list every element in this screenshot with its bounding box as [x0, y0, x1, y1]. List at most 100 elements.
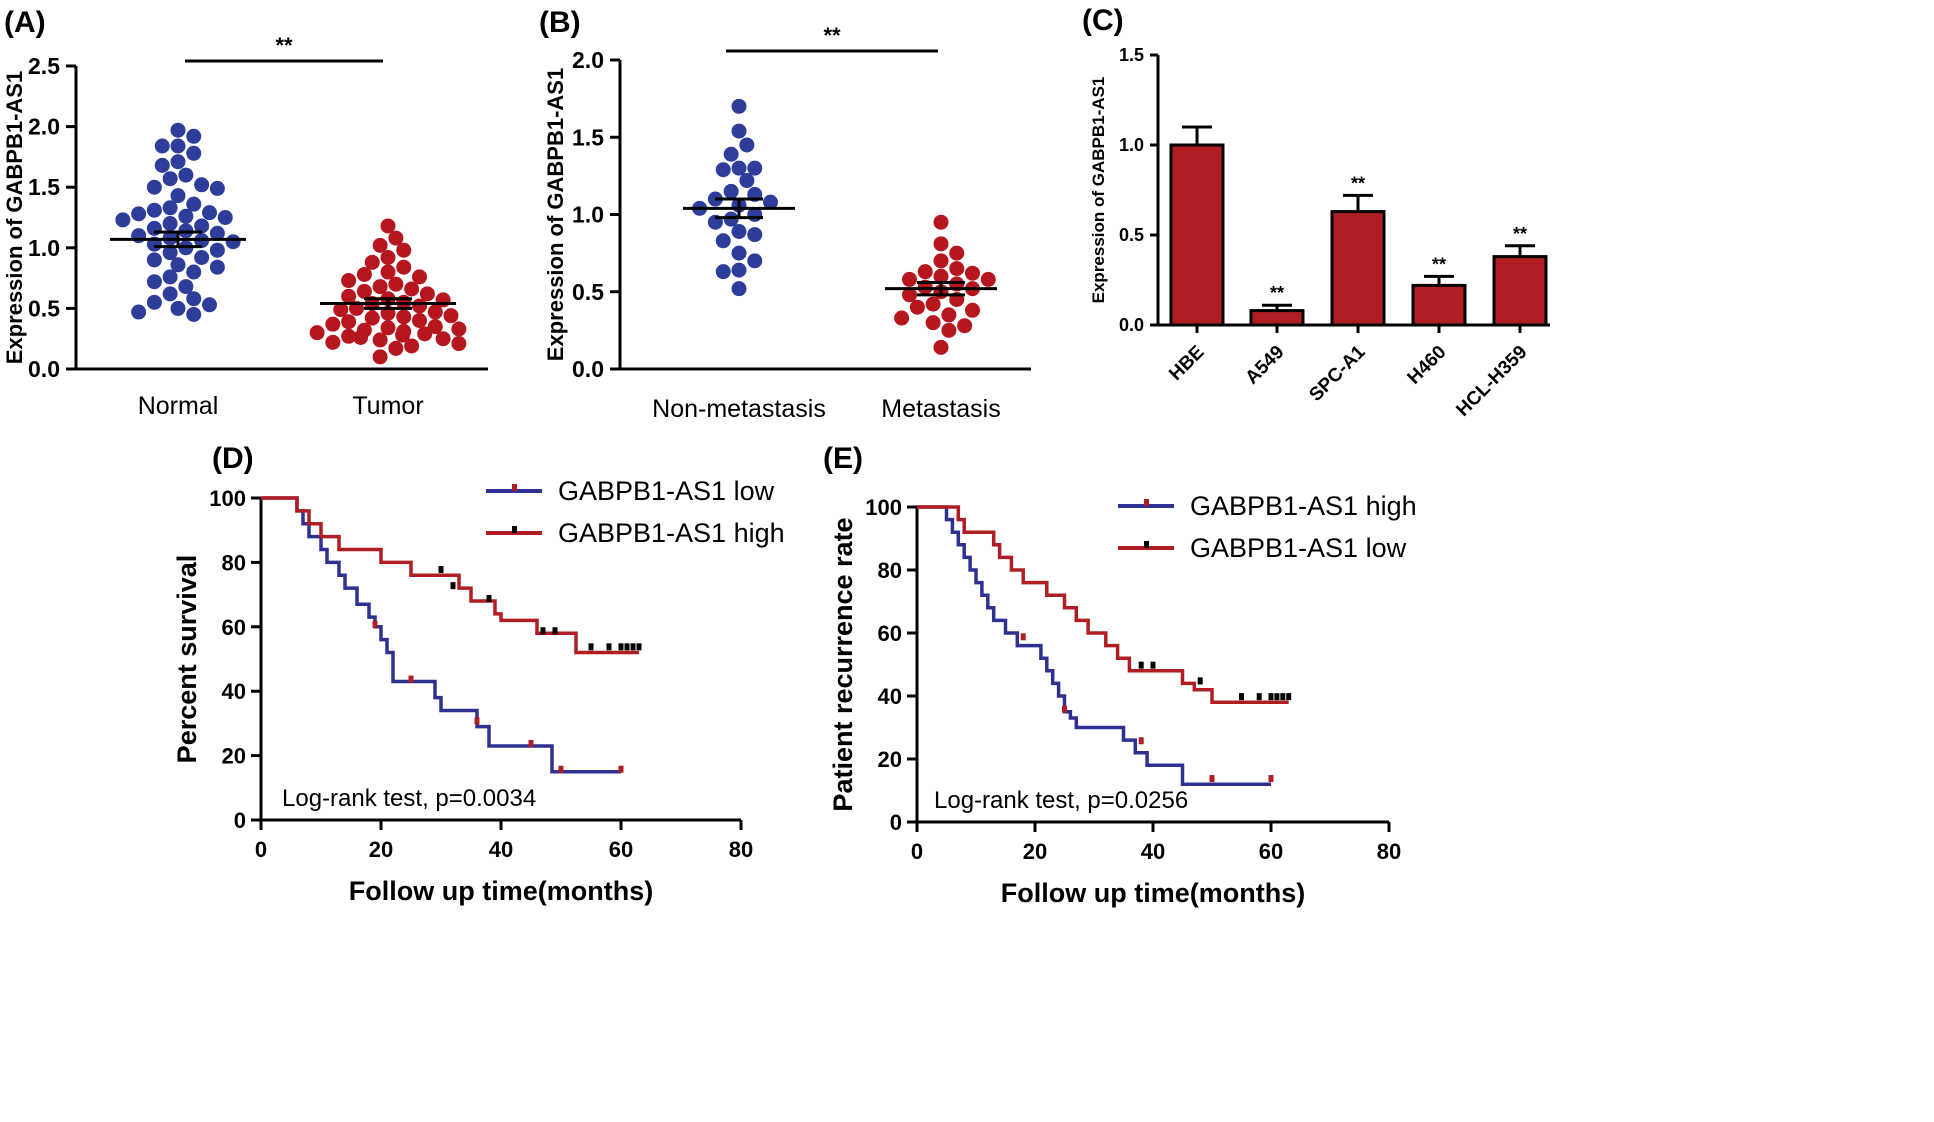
data-point — [396, 260, 411, 275]
y-tick-label: 0.5 — [572, 279, 604, 305]
legend-censor-mark — [512, 484, 517, 491]
y-tick-label: 20 — [878, 747, 902, 772]
data-point — [724, 147, 739, 162]
y-tick-label: 40 — [222, 679, 246, 704]
censor-mark — [1269, 775, 1274, 782]
data-point — [388, 277, 403, 292]
x-tick-label: 40 — [489, 837, 513, 862]
censor-mark — [1198, 677, 1203, 684]
x-tick-label: 80 — [1377, 839, 1401, 864]
data-point — [965, 266, 980, 281]
y-tick-label: 0 — [234, 808, 246, 833]
data-point — [732, 246, 747, 261]
y-tick-label: 60 — [878, 621, 902, 646]
data-point — [131, 206, 146, 221]
x-axis-label: Follow up time(months) — [349, 876, 653, 906]
significance-marker: ** — [1351, 173, 1365, 193]
panel-b-scatter: (B) 0.0 0.5 1.0 1.5 2.0Expression of GABPB1-A… — [539, 6, 1031, 423]
y-tick-label: 80 — [878, 558, 902, 583]
data-point — [310, 325, 325, 340]
data-point — [732, 224, 747, 239]
data-point — [131, 305, 146, 320]
data-point — [210, 243, 225, 258]
x-category-label: SPC-A1 — [1305, 341, 1369, 405]
data-point — [918, 264, 933, 279]
data-point — [910, 300, 925, 315]
censor-mark — [1139, 737, 1144, 744]
panel-label: (E) — [823, 442, 863, 475]
y-tick-label: 2.0 — [28, 114, 60, 140]
x-category-label: Non-metastasis — [652, 395, 826, 423]
y-tick-label: 0.0 — [572, 356, 604, 382]
x-category-label: Metastasis — [881, 395, 1000, 423]
censor-mark — [1286, 693, 1291, 700]
censor-mark — [625, 643, 630, 650]
data-point — [178, 209, 193, 224]
data-point — [202, 205, 217, 220]
x-category-label: A549 — [1242, 342, 1289, 389]
significance-marker: ** — [823, 23, 841, 48]
y-tick-label: 0.5 — [28, 295, 60, 321]
legend-label: GABPB1-AS1 low — [1190, 533, 1407, 563]
data-point — [957, 318, 972, 333]
data-point — [155, 158, 170, 173]
data-point — [186, 291, 201, 306]
data-point — [186, 129, 201, 144]
data-point — [902, 272, 917, 287]
panel-a-scatter: (A)0.00.51.01.52.02.5Expression of GABPB… — [2, 6, 488, 420]
x-tick-label: 60 — [1259, 839, 1283, 864]
y-tick-label: 100 — [209, 486, 246, 511]
data-point — [732, 161, 747, 176]
data-point — [404, 282, 419, 297]
data-point — [147, 203, 162, 218]
legend-censor-mark — [512, 526, 517, 533]
censor-mark — [1062, 706, 1067, 713]
data-point — [325, 317, 340, 332]
data-point — [210, 260, 225, 275]
censor-mark — [559, 766, 564, 773]
data-point — [388, 341, 403, 356]
censor-mark — [475, 717, 480, 724]
data-point — [732, 263, 747, 278]
data-point — [396, 309, 411, 324]
data-point — [357, 267, 372, 282]
y-axis-label: Expression of GABPB1-AS1 — [2, 71, 27, 364]
data-point — [373, 332, 388, 347]
panel-d-survival-curve: (D) 0 20 40 60 80 100 0 20 40 60 80 Follow up time(m… — [172, 442, 785, 906]
data-point — [131, 228, 146, 243]
x-axis-label: Follow up time(months) — [1001, 878, 1305, 908]
censor-mark — [619, 643, 624, 650]
data-point — [155, 138, 170, 153]
data-point — [949, 246, 964, 261]
bar — [1171, 145, 1223, 325]
legend-label: GABPB1-AS1 high — [1190, 491, 1417, 521]
x-tick-label: 0 — [911, 839, 923, 864]
data-point — [926, 315, 941, 330]
data-point — [147, 295, 162, 310]
significance-marker: ** — [275, 33, 293, 58]
censor-mark — [409, 676, 414, 683]
censor-mark — [1274, 693, 1279, 700]
data-point — [171, 123, 186, 138]
data-point — [934, 253, 949, 268]
x-category-label: Normal — [138, 392, 219, 420]
data-point — [732, 124, 747, 139]
data-point — [396, 243, 411, 258]
data-point — [147, 221, 162, 236]
data-point — [163, 171, 178, 186]
data-point — [186, 307, 201, 322]
significance-marker: ** — [1513, 224, 1527, 244]
y-tick-label: 1.5 — [572, 124, 604, 150]
x-tick-label: 40 — [1141, 839, 1165, 864]
censor-mark — [487, 595, 492, 602]
data-point — [934, 340, 949, 355]
data-point — [949, 261, 964, 276]
data-point — [981, 272, 996, 287]
y-tick-label: 40 — [878, 684, 902, 709]
data-point — [739, 173, 754, 188]
data-point — [724, 184, 739, 199]
y-axis-label: Expression of GABPB1-AS1 — [543, 68, 568, 361]
data-point — [428, 305, 443, 320]
data-point — [747, 227, 762, 242]
x-tick-label: 20 — [369, 837, 393, 862]
